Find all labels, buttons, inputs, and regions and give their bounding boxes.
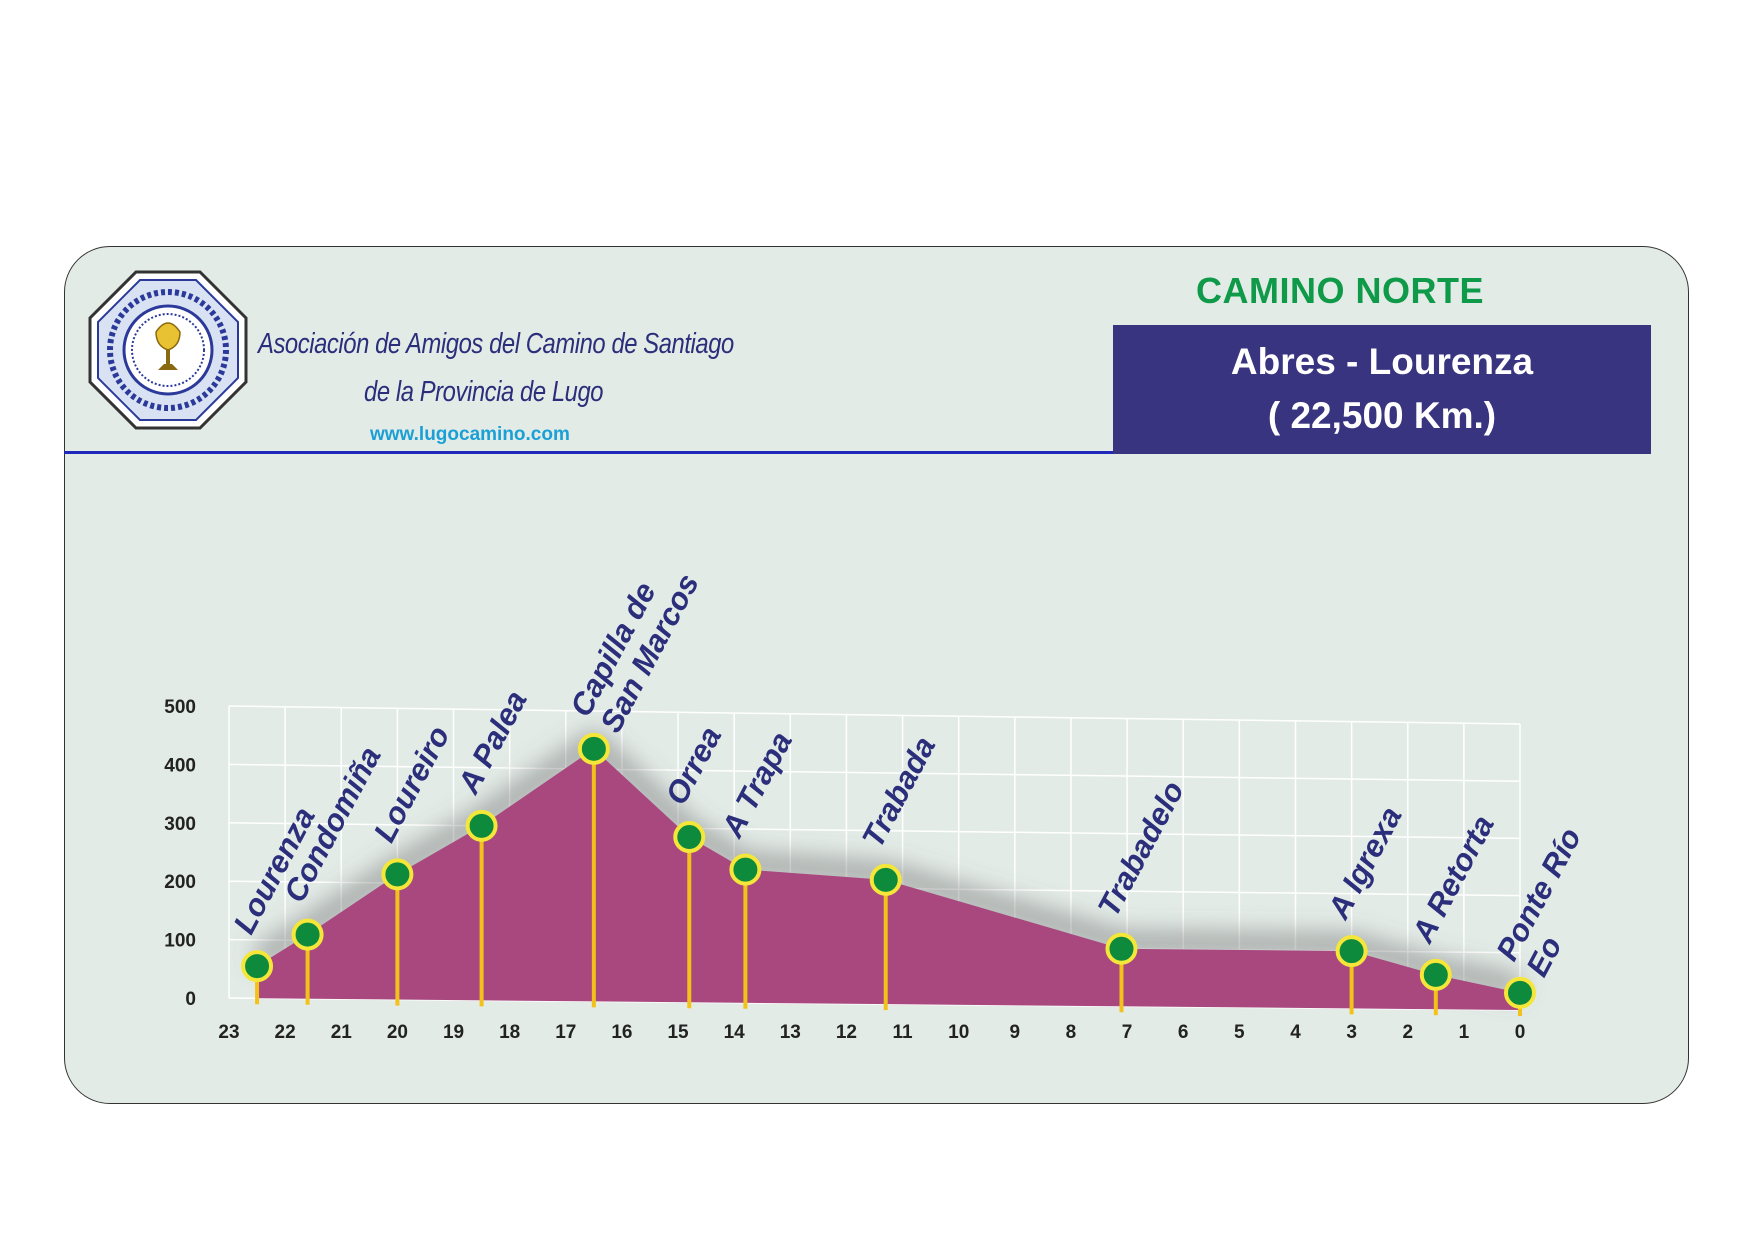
organization-name-line1: Asociación de Amigos del Camino de Santi… — [258, 328, 734, 360]
x-tick-label: 12 — [836, 1022, 857, 1043]
y-tick-label: 500 — [164, 697, 196, 718]
x-tick-label: 9 — [1010, 1022, 1021, 1043]
stage-box: Abres - Lourenza ( 22,500 Km.) — [1113, 325, 1651, 454]
x-tick-label: 15 — [667, 1022, 689, 1043]
x-tick-label: 22 — [275, 1022, 296, 1043]
association-seal-icon — [88, 270, 248, 430]
x-tick-label: 18 — [499, 1022, 520, 1043]
place-label-group: Orrea — [659, 721, 729, 810]
place-label-group: Trabada — [855, 731, 942, 853]
x-tick-label: 21 — [331, 1022, 353, 1043]
x-tick-label: 3 — [1346, 1022, 1357, 1043]
route-name: CAMINO NORTE — [1196, 270, 1484, 311]
y-tick-label: 0 — [185, 989, 196, 1010]
place-label-group: A Igrexa — [1320, 801, 1408, 925]
grid-hline-5 — [228, 705, 1521, 725]
place-label-group: A Trapa — [714, 726, 799, 844]
x-tick-label: 10 — [948, 1022, 969, 1043]
axis-ticks: 23 22 21 20 19 18 17 16 15 14 13 12 11 10 9 8 7 6 5 4 3 2 1 001… — [164, 697, 1525, 1043]
x-tick-label: 16 — [611, 1022, 632, 1043]
place-label: A Trapa — [714, 726, 799, 844]
place-label: Orrea — [659, 721, 729, 810]
x-tick-label: 20 — [387, 1022, 408, 1043]
place-label: A Igrexa — [1320, 801, 1408, 925]
x-tick-label: 1 — [1459, 1022, 1470, 1043]
place-label: Loureiro — [367, 720, 457, 847]
place-label: Trabadelo — [1091, 775, 1191, 922]
y-tick-label: 200 — [164, 872, 196, 893]
grid-hline-0 — [228, 997, 1521, 1011]
elevation-profile-area — [257, 748, 1521, 1010]
y-tick-label: 300 — [164, 814, 196, 835]
y-tick-label: 400 — [164, 755, 196, 776]
x-tick-label: 2 — [1402, 1022, 1413, 1043]
place-marker — [241, 950, 274, 983]
place-marker — [869, 863, 902, 896]
grid-hline-3 — [228, 822, 1521, 840]
website-link[interactable]: www.lugocamino.com — [370, 424, 570, 445]
place-marker — [577, 732, 610, 765]
place-marker — [1335, 935, 1368, 968]
place-marker — [381, 858, 414, 891]
grid-hline-4 — [228, 763, 1521, 782]
profile-area-layer — [257, 748, 1521, 1010]
organization-name-line2: de la Provincia de Lugo — [364, 376, 604, 408]
x-tick-label: 11 — [893, 1022, 914, 1043]
x-tick-label: 7 — [1122, 1022, 1133, 1043]
x-tick-label: 8 — [1066, 1022, 1077, 1043]
x-tick-label: 0 — [1515, 1022, 1526, 1043]
x-tick-label: 14 — [724, 1022, 746, 1043]
x-tick-label: 17 — [555, 1022, 576, 1043]
place-label: A Retorta — [1405, 810, 1501, 949]
place-label: Trabada — [855, 731, 942, 853]
place-marker — [673, 821, 706, 854]
place-marker — [1105, 932, 1138, 965]
place-marker — [1419, 958, 1452, 991]
stage-title: Abres - Lourenza — [1230, 341, 1534, 382]
place-markers — [241, 732, 1536, 1009]
x-tick-label: 4 — [1290, 1022, 1301, 1043]
x-tick-label: 13 — [780, 1022, 801, 1043]
x-tick-label: 5 — [1234, 1022, 1245, 1043]
place-marker — [1504, 976, 1536, 1009]
place-label-group: A Retorta — [1405, 810, 1501, 949]
x-tick-label: 23 — [218, 1022, 239, 1043]
place-marker — [291, 918, 324, 951]
place-marker — [465, 809, 498, 842]
header-divider — [64, 451, 1184, 454]
place-marker — [729, 853, 762, 886]
x-tick-label: 6 — [1178, 1022, 1189, 1043]
x-tick-label: 19 — [443, 1022, 464, 1043]
stage-distance: ( 22,500 Km.) — [1267, 395, 1497, 436]
place-label-group: Loureiro — [367, 720, 457, 847]
marker-stems — [255, 748, 1522, 1016]
place-label-group: Trabadelo — [1091, 775, 1191, 922]
y-tick-label: 100 — [164, 931, 196, 952]
